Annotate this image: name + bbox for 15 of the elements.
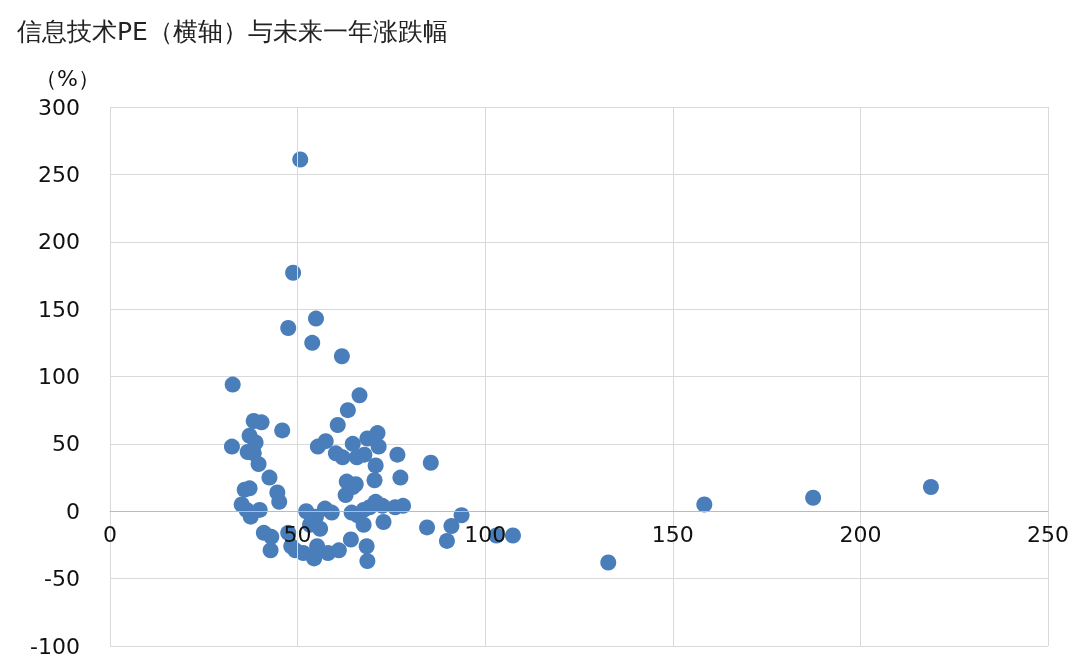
y-tick-label: 50 [52, 431, 80, 457]
x-tick-label: 200 [839, 521, 882, 547]
y-tick-label: 250 [38, 161, 80, 187]
chart-title: 信息技术PE（横轴）与未来一年涨跌幅 [17, 17, 448, 46]
x-tick-label: 0 [103, 521, 117, 547]
y-tick-label: 300 [38, 94, 80, 120]
y-tick-label: 200 [38, 229, 80, 255]
y-tick-label: -50 [44, 566, 80, 592]
x-tick-label: 250 [1027, 521, 1069, 547]
y-tick-label: 100 [38, 364, 80, 389]
x-tick-label: 150 [651, 521, 694, 547]
y-tick-label: 0 [66, 498, 80, 524]
y-tick-label: 150 [38, 296, 80, 322]
y-axis-title: （%） [35, 65, 100, 91]
y-tick-label: -100 [30, 633, 80, 659]
